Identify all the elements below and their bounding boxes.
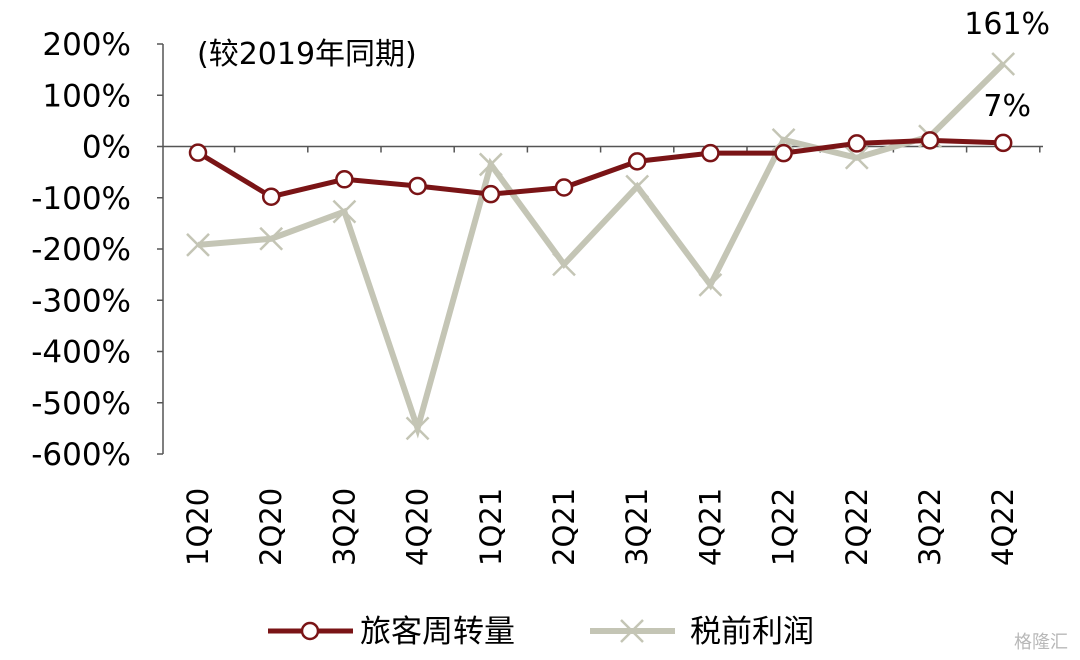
y-tick-label: -500%: [31, 386, 131, 422]
data-point: [701, 143, 720, 163]
x-axis: 1Q20 2Q20 3Q20 4Q20 1Q21 2Q21 3Q21 4Q21 1Q22 2Q22…: [163, 145, 1043, 566]
y-tick-label: 200%: [42, 27, 131, 63]
data-point: [408, 176, 427, 196]
x-tick-label: 2Q20: [254, 488, 288, 566]
data-point: [554, 178, 574, 197]
data-point: [920, 131, 940, 150]
y-tick-label: -400%: [31, 335, 131, 371]
y-tick-label: -300%: [31, 283, 131, 319]
x-tick-label: 3Q20: [327, 488, 361, 566]
legend-item: 税前利润: [590, 614, 814, 650]
data-point: [993, 133, 1013, 153]
data-point: [847, 134, 867, 153]
data-label: 7%: [983, 89, 1031, 124]
data-point: [188, 143, 208, 162]
x-tick-label: 1Q22: [767, 488, 801, 566]
data-point: [625, 174, 650, 199]
y-tick-label: -600%: [31, 437, 131, 473]
y-tick-label: -100%: [31, 181, 131, 217]
data-point: [335, 170, 354, 189]
legend: 旅客周转量 税前利润: [268, 614, 814, 650]
data-point: [259, 226, 284, 251]
x-tick-label: 3Q22: [913, 488, 947, 566]
x-tick-label: 1Q20: [181, 488, 215, 566]
chart-subtitle: (较2019年同期): [197, 37, 417, 72]
legend-label: 税前利润: [690, 614, 814, 650]
data-point: [261, 187, 281, 206]
series-layer: [186, 52, 1016, 441]
watermark-logo: 格隆汇: [1014, 632, 1068, 653]
legend-label: 旅客周转量: [360, 614, 515, 650]
y-tick-label: 100%: [42, 78, 131, 114]
data-point: [186, 233, 210, 257]
x-tick-label: 3Q21: [620, 488, 654, 566]
series-line: [196, 137, 1004, 200]
data-point: [332, 199, 357, 224]
y-tick-label: -200%: [31, 232, 131, 268]
data-point: [771, 127, 796, 152]
x-tick-label: 4Q22: [986, 488, 1020, 566]
series-line: [197, 61, 1006, 439]
x-tick-label: 4Q21: [693, 488, 727, 566]
data-point: [405, 416, 430, 441]
data-point: [991, 52, 1016, 76]
legend-marker: [300, 621, 320, 641]
data-point: [844, 145, 869, 170]
y-axis: 200% 100% 0% -100% -200% -300% -400% -500% -600%: [31, 27, 164, 473]
legend-item: 旅客周转量: [268, 614, 515, 650]
x-tick-label: 4Q20: [401, 488, 435, 566]
x-tick-label: 2Q22: [840, 488, 874, 566]
x-tick-label: 1Q21: [474, 488, 508, 566]
data-point: [774, 143, 793, 163]
x-tick-label: 2Q21: [547, 488, 581, 566]
data-label: 161%: [964, 7, 1050, 42]
data-point: [627, 152, 647, 171]
annotations: 161% 7%: [964, 7, 1050, 124]
y-tick-label: 0%: [82, 130, 131, 166]
data-point: [481, 184, 501, 204]
data-point: [552, 252, 576, 277]
data-point: [698, 272, 723, 297]
data-point: [478, 152, 503, 177]
